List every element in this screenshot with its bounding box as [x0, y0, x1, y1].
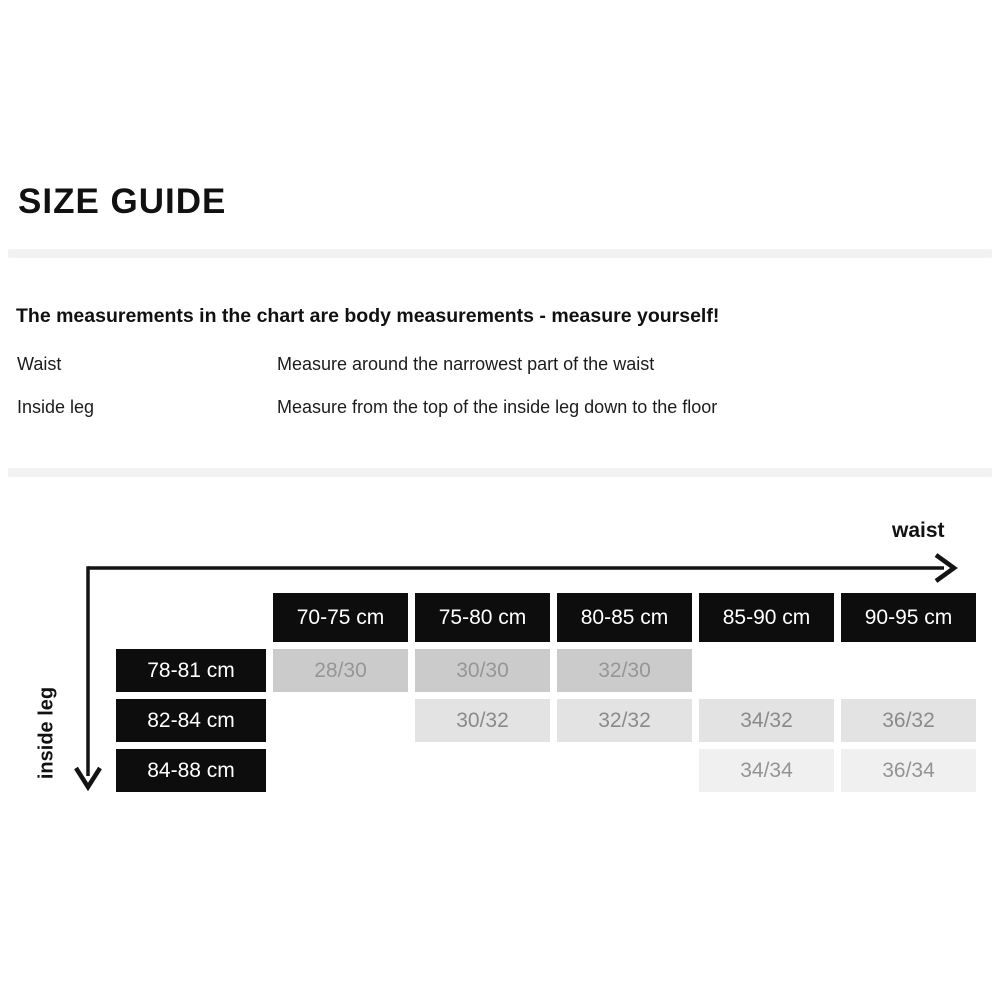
- waist-range-header: 70-75 cm: [273, 593, 408, 642]
- waist-range-header: 90-95 cm: [841, 593, 976, 642]
- inside-leg-range-header: 82-84 cm: [116, 699, 266, 742]
- waist-range-header: 80-85 cm: [557, 593, 692, 642]
- section-divider-chart: [8, 468, 992, 477]
- inside-leg-range-header: 78-81 cm: [116, 649, 266, 692]
- waist-range-header: 85-90 cm: [699, 593, 834, 642]
- size-cell: 36/34: [841, 749, 976, 792]
- section-divider-top: [8, 249, 992, 258]
- definition-desc-inside-leg: Measure from the top of the inside leg d…: [277, 397, 718, 417]
- size-chart-table: 70-75 cm 75-80 cm 80-85 cm 85-90 cm 90-9…: [116, 593, 976, 792]
- size-cell: 34/32: [699, 699, 834, 742]
- size-cell: 34/34: [699, 749, 834, 792]
- y-axis-label: inside leg: [35, 686, 58, 780]
- size-cell: 30/30: [415, 649, 550, 692]
- size-cell: 28/30: [273, 649, 408, 692]
- waist-range-header: 75-80 cm: [415, 593, 550, 642]
- inside-leg-range-header: 84-88 cm: [116, 749, 266, 792]
- size-cell: 32/32: [557, 699, 692, 742]
- page-title: SIZE GUIDE: [18, 182, 227, 221]
- definition-desc-waist: Measure around the narrowest part of the…: [277, 354, 655, 374]
- size-cell: 36/32: [841, 699, 976, 742]
- definition-term-inside-leg: Inside leg: [17, 397, 95, 417]
- size-cell: 32/30: [557, 649, 692, 692]
- size-cell: 30/32: [415, 699, 550, 742]
- definition-term-waist: Waist: [17, 354, 62, 374]
- x-axis-label: waist: [892, 519, 945, 542]
- intro-text: The measurements in the chart are body m…: [16, 305, 720, 327]
